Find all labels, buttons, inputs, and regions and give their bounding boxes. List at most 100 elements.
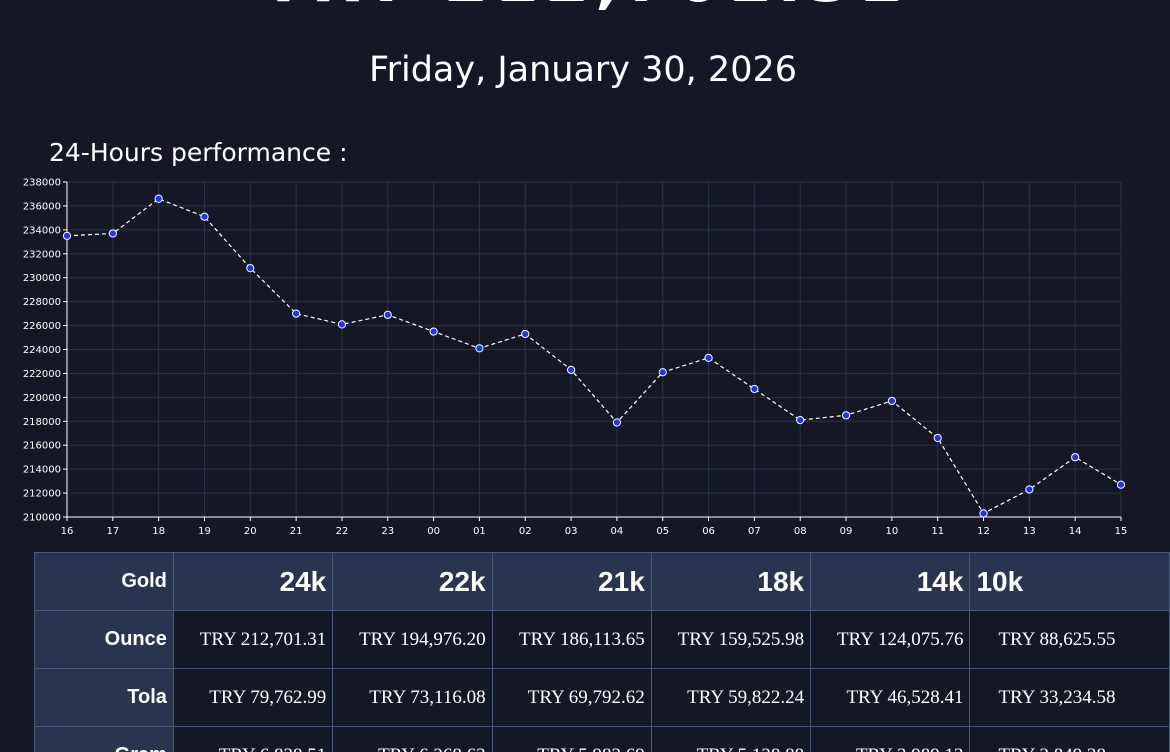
data-point (704, 353, 713, 362)
data-point (1116, 480, 1126, 489)
series-line (66, 198, 1122, 515)
data-point (292, 309, 301, 318)
y-tick-label: 216000 (23, 441, 61, 452)
data-point (337, 320, 347, 329)
table-header-row: Gold 24k 22k 21k 18k 14k 10k (34, 552, 1170, 611)
x-tick-label: 16 (61, 526, 74, 537)
data-point (796, 415, 805, 425)
data-point (933, 433, 942, 443)
price-cell: TRY 46,528.41 (810, 668, 971, 727)
data-point (246, 264, 255, 273)
data-point (979, 509, 988, 518)
y-tick-label: 218000 (23, 417, 61, 428)
y-tick-label: 210000 (23, 513, 61, 524)
x-tick-label: 17 (106, 526, 119, 537)
data-point (62, 231, 72, 240)
column-header-24k: 24k (172, 552, 334, 611)
table-row: Ounce TRY 212,701.31 TRY 194,976.20 TRY … (34, 610, 1170, 669)
price-cell: TRY 5,128.88 (650, 726, 812, 752)
price-cell: TRY 194,976.20 (332, 610, 493, 669)
y-tick-label: 234000 (23, 225, 61, 236)
x-tick-label: 07 (748, 526, 761, 537)
price-cell: TRY 6,838.51 (172, 726, 334, 752)
price-cell: TRY 88,625.55 (969, 610, 1170, 669)
price-cell: TRY 124,075.76 (810, 610, 971, 669)
y-tick-label: 232000 (23, 249, 61, 260)
price-cell: TRY 3,989.13 (810, 726, 971, 752)
x-tick-label: 21 (290, 526, 303, 537)
price-cell: TRY 2,849.38 (969, 726, 1170, 752)
y-tick-label: 222000 (23, 369, 61, 380)
column-header-18k: 18k (650, 552, 812, 611)
price-cell: TRY 212,701.31 (172, 610, 334, 669)
x-tick-label: 19 (198, 526, 211, 537)
x-tick-label: 06 (702, 526, 715, 537)
y-tick-label: 220000 (23, 393, 61, 404)
price-cell: TRY 6,268.63 (332, 726, 493, 752)
table-corner-label: Gold (34, 552, 174, 611)
x-tick-label: 10 (886, 526, 899, 537)
data-point (1025, 485, 1034, 494)
price-cell: TRY 59,822.24 (650, 668, 812, 727)
price-cell: TRY 186,113.65 (491, 610, 652, 669)
row-label-ounce: Ounce (34, 610, 174, 669)
price-cell: TRY 69,792.62 (491, 668, 652, 727)
data-point (154, 194, 163, 203)
x-tick-label: 09 (840, 526, 853, 537)
x-tick-label: 08 (794, 526, 807, 537)
x-tick-label: 03 (565, 526, 578, 537)
price-cell: TRY 79,762.99 (172, 668, 334, 727)
x-tick-label: 04 (611, 526, 624, 537)
y-tick-label: 238000 (23, 178, 61, 189)
data-point (841, 411, 851, 420)
table-row: Tola TRY 79,762.99 TRY 73,116.08 TRY 69,… (34, 668, 1170, 727)
x-tick-label: 13 (1023, 526, 1036, 537)
x-tick-label: 15 (1115, 526, 1128, 537)
data-point (429, 327, 438, 336)
data-point (1071, 453, 1080, 462)
data-point (200, 212, 209, 221)
x-tick-label: 22 (336, 526, 349, 537)
x-tick-label: 18 (152, 526, 165, 537)
data-point (658, 368, 667, 377)
table-row: Gram TRY 6,838.51 TRY 6,268.63 TRY 5,983… (34, 726, 1170, 752)
x-tick-label: 14 (1069, 526, 1082, 537)
column-header-21k: 21k (491, 552, 652, 611)
row-label-gram: Gram (34, 726, 174, 752)
performance-chart: 210000 212000 214000 216000 218000 220000 2220… (23, 178, 1128, 538)
y-tick-label: 212000 (23, 489, 61, 500)
x-tick-label: 11 (931, 526, 944, 537)
x-tick-label: 00 (427, 526, 440, 537)
y-tick-label: 230000 (23, 273, 61, 284)
data-point (612, 418, 622, 427)
x-tick-label: 02 (519, 526, 532, 537)
row-label-tola: Tola (34, 668, 174, 727)
data-point (750, 384, 759, 394)
y-tick-label: 226000 (23, 321, 61, 332)
y-tick-label: 236000 (23, 201, 61, 212)
chart-series (62, 194, 1126, 518)
x-tick-label: 01 (473, 526, 486, 537)
y-tick-label: 228000 (23, 297, 61, 308)
page-date: Friday, January 30, 2026 (369, 50, 797, 90)
column-header-10k: 10k (969, 552, 1170, 611)
y-tick-label: 224000 (23, 345, 61, 356)
price-cell: TRY 5,983.69 (491, 726, 652, 752)
data-point (475, 344, 484, 353)
chart-axes: 210000 212000 214000 216000 218000 220000 2220… (23, 178, 1128, 538)
price-cell: TRY 73,116.08 (332, 668, 493, 727)
x-tick-label: 23 (381, 526, 394, 537)
data-point (108, 229, 117, 238)
price-table: Gold 24k 22k 21k 18k 14k 10k Ounce TRY 2… (34, 552, 1170, 752)
price-cell: TRY 159,525.98 (650, 610, 812, 669)
data-point (566, 365, 576, 374)
column-header-22k: 22k (332, 552, 493, 611)
chart-grid (66, 181, 1122, 518)
performance-label: 24-Hours performance : (49, 138, 348, 167)
data-point (521, 329, 530, 339)
x-tick-label: 12 (977, 526, 990, 537)
column-header-14k: 14k (810, 552, 971, 611)
price-headline: TRY 212,701.31 (0, 0, 1170, 12)
data-point (887, 396, 896, 406)
y-tick-label: 214000 (23, 465, 61, 476)
